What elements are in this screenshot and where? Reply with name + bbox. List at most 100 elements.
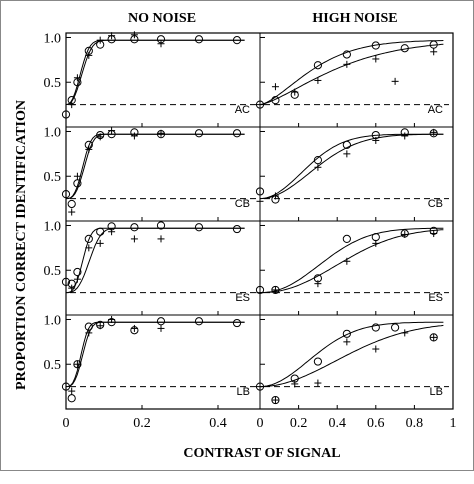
data-point-plus [430, 230, 438, 238]
y-tick-label: 0.5 [44, 264, 62, 279]
data-point-circle [342, 50, 351, 59]
data-point-plus [130, 31, 138, 39]
data-point-plus [314, 163, 322, 171]
data-point-plus [401, 132, 409, 140]
observer-label: CB [235, 198, 250, 210]
data-point-circle [313, 61, 322, 70]
x-tick-label: 1 [450, 416, 457, 431]
data-point-plus [68, 284, 76, 292]
data-point-circle [255, 187, 265, 196]
x-tick-label: 0.8 [406, 416, 424, 431]
data-point-plus [157, 235, 165, 243]
fit-curve-plus [260, 324, 444, 388]
data-point-circle [67, 199, 76, 209]
data-point-circle [271, 285, 280, 295]
data-point-plus [372, 239, 380, 247]
column-title-high-noise: HIGH NOISE [312, 11, 397, 26]
data-point-circle [156, 221, 166, 230]
data-point-circle [130, 223, 139, 232]
data-point-plus [256, 101, 264, 109]
y-tick-label: 0.5 [44, 170, 62, 185]
fit-curve-plus [260, 229, 444, 294]
data-point-circle [232, 318, 242, 328]
panel-ac-high-noise: AC [255, 40, 449, 116]
data-point-plus [314, 76, 322, 84]
x-axis-title: CONTRAST OF SIGNAL [183, 446, 340, 461]
data-point-plus [130, 235, 138, 243]
data-point-circle [342, 329, 351, 338]
data-point-plus [291, 380, 299, 388]
data-point-plus [85, 51, 93, 59]
data-point-plus [401, 329, 409, 337]
observer-label: ES [235, 292, 250, 304]
data-point-circle [313, 357, 322, 366]
data-point-plus [372, 55, 380, 63]
data-point-plus [256, 383, 264, 391]
data-point-plus [343, 60, 351, 68]
observer-label: AC [235, 104, 250, 116]
fit-curve-circle [65, 321, 245, 388]
data-point-plus [73, 172, 81, 180]
y-tick-label: 1.0 [44, 219, 62, 234]
data-point-plus [271, 192, 279, 200]
data-point-plus [130, 132, 138, 140]
data-point-plus [157, 40, 165, 48]
data-point-plus [73, 74, 81, 82]
data-point-plus [430, 333, 438, 341]
column-title-no-noise: NO NOISE [128, 11, 196, 26]
fit-curve-circle [65, 227, 245, 294]
axes-layer: 0.5 1.0 0.5 1.0 0.5 1.0 0.5 1.0 0 0.2 0.4 0 0.2 0.4 0.… [44, 31, 457, 431]
data-point-plus [343, 338, 351, 346]
data-point-plus [343, 257, 351, 265]
data-point-plus [372, 136, 380, 144]
panel-cb-high-noise: CB [255, 128, 449, 210]
data-point-plus [372, 345, 380, 353]
data-point-circle [429, 333, 438, 342]
data-point-plus [73, 275, 81, 283]
data-point-circle [371, 323, 380, 332]
y-tick-label: 1.0 [44, 31, 62, 46]
data-point-circle [429, 40, 438, 49]
data-point-circle [73, 179, 82, 188]
y-tick-label: 1.0 [44, 313, 62, 328]
data-point-circle [84, 234, 93, 244]
data-point-plus [271, 286, 279, 294]
panel-ac-no-noise: AC [61, 31, 256, 119]
data-point-plus [96, 239, 104, 247]
data-point-plus [391, 77, 399, 85]
data-point-plus [430, 48, 438, 56]
observer-label: CB [428, 198, 443, 210]
data-point-plus [96, 36, 104, 44]
data-point-plus [314, 280, 322, 288]
observer-label: ES [428, 292, 443, 304]
data-point-circle [67, 394, 76, 403]
data-point-circle [96, 227, 105, 236]
data-point-plus [73, 360, 81, 368]
x-tick-label: 0 [257, 416, 264, 431]
data-point-circle [342, 140, 351, 150]
data-point-circle [255, 382, 265, 391]
data-point-plus [157, 324, 165, 332]
observer-label: AC [428, 104, 443, 116]
data-point-plus [130, 324, 138, 332]
data-point-plus [291, 88, 299, 96]
y-tick-label: 1.0 [44, 125, 62, 140]
data-point-circle [391, 323, 400, 332]
panel-cb-no-noise: CB [61, 127, 256, 216]
data-point-circle [342, 234, 351, 244]
data-point-plus [108, 315, 116, 323]
x-tick-label: 0 [63, 416, 70, 431]
fit-curve-plus [65, 321, 245, 388]
data-point-circle [271, 96, 280, 105]
data-point-circle [194, 35, 204, 44]
data-point-plus [96, 133, 104, 141]
data-point-circle [73, 360, 82, 369]
data-point-plus [96, 322, 104, 330]
data-point-plus [256, 289, 264, 297]
data-point-plus [68, 101, 76, 109]
panel-lb-high-noise: LB [255, 321, 449, 405]
data-point-circle [194, 317, 204, 326]
fit-curve-plus [259, 43, 444, 106]
data-point-circle [232, 224, 242, 234]
